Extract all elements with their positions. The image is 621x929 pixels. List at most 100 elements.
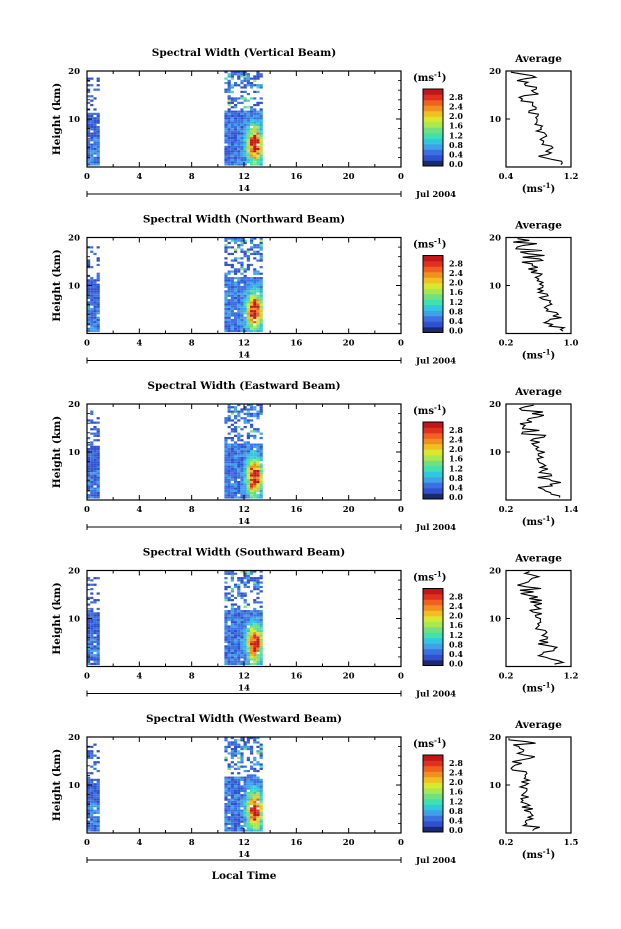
y-axis-label: Height (km): [51, 249, 63, 321]
avg-x-axis-label: (ms-1): [522, 681, 555, 695]
x-tick-label: 0: [84, 672, 90, 682]
beam-panel-4: Spectral Width (Westward Beam) 0 4 8 12 16 20 0…: [51, 713, 578, 866]
colorbar-label: 0.8: [449, 473, 463, 483]
avg-y-tick-label: 10: [489, 282, 501, 292]
avg-y-tick-label: 20: [489, 67, 501, 77]
y-axis-label: Height (km): [51, 749, 63, 821]
avg-x-tick-label: 0.2: [499, 672, 514, 682]
x-tick-label: 20: [343, 505, 355, 515]
date-label: Jul 2004: [415, 856, 456, 866]
colorbar-label: 2.0: [449, 111, 463, 121]
date-label: Jul 2004: [415, 690, 456, 700]
x-tick-label: 0: [84, 838, 90, 848]
colorbar-label: 2.8: [449, 259, 463, 269]
colorbar: 2.82.42.01.61.20.80.40.0: [422, 754, 463, 835]
x-tick-label: 0: [398, 339, 404, 349]
colorbar-label: 1.2: [449, 630, 463, 640]
colorbar-label: 0.0: [449, 492, 463, 502]
colorbar-label: 1.6: [449, 787, 463, 797]
x-tick-label: 0: [398, 672, 404, 682]
x-axis-label: Local Time: [212, 870, 277, 882]
avg-profile-line: [517, 571, 566, 665]
average-profile: Average 20 10 0.2 1.2 (ms-1): [489, 553, 578, 695]
colorbar-label: 1.2: [449, 130, 463, 140]
avg-x-axis-label: (ms-1): [522, 514, 555, 528]
avg-x-tick-label: 0.2: [499, 339, 514, 349]
avg-x-tick-label: 1.2: [564, 172, 579, 182]
y-tick-label: 10: [68, 282, 80, 292]
avg-x-tick-label: 1.2: [564, 672, 579, 682]
x-tick-label: 20: [343, 172, 355, 182]
colorbar: 2.82.42.01.61.20.80.40.0: [422, 421, 463, 502]
heatmap-cells: [87, 403, 263, 499]
colorbar-label: 2.0: [449, 777, 463, 787]
avg-title: Average: [514, 220, 562, 232]
avg-profile-line: [513, 238, 567, 332]
average-profile: Average 20 10 0.4 1.2 (ms-1): [489, 53, 578, 195]
y-tick-label: 10: [68, 615, 80, 625]
x-tick-label: 16: [290, 505, 302, 515]
x-tick-label: 0: [398, 172, 404, 182]
x-tick-label: 16: [290, 172, 302, 182]
avg-y-tick-label: 20: [489, 733, 501, 743]
avg-title: Average: [514, 53, 562, 65]
x-tick-label: 8: [189, 505, 195, 515]
colorbar-label: 1.2: [449, 463, 463, 473]
colorbar-label: 1.6: [449, 287, 463, 297]
y-tick-label: 20: [68, 234, 80, 244]
x-tick-label: 4: [136, 505, 142, 515]
avg-y-tick-label: 10: [489, 448, 501, 458]
y-tick-label: 20: [68, 400, 80, 410]
colorbar-label: 2.4: [449, 601, 463, 611]
x-tick-label: 0: [398, 505, 404, 515]
avg-x-axis-label: (ms-1): [522, 847, 555, 861]
colorbar-label: 0.4: [449, 815, 463, 825]
colorbar-label: 2.4: [449, 102, 463, 112]
heatmap-cells: [87, 736, 263, 832]
avg-x-tick-label: 0.2: [499, 505, 514, 515]
heatmap-cells: [87, 570, 263, 666]
day-label: 14: [238, 184, 250, 194]
x-tick-label: 16: [290, 339, 302, 349]
average-profile: Average 20 10 0.2 1.5 (ms-1): [489, 719, 578, 861]
colorbar-label: 2.8: [449, 592, 463, 602]
colorbar-label: 0.4: [449, 482, 463, 492]
colorbar-label: 2.8: [449, 92, 463, 102]
x-tick-label: 12: [238, 838, 250, 848]
avg-y-tick-label: 20: [489, 400, 501, 410]
colorbar-label: 0.0: [449, 159, 463, 169]
colorbar-label: 1.2: [449, 297, 463, 307]
avg-y-tick-label: 20: [489, 567, 501, 577]
x-tick-label: 16: [290, 672, 302, 682]
panel-title: Spectral Width (Westward Beam): [146, 713, 342, 725]
colorbar: 2.82.42.01.61.20.80.40.0: [422, 588, 463, 669]
day-label: 14: [238, 351, 250, 361]
colorbar-unit: (ms-1): [413, 736, 446, 750]
colorbar-label: 0.0: [449, 326, 463, 336]
avg-profile-line: [510, 71, 563, 165]
x-tick-label: 12: [238, 672, 250, 682]
colorbar-unit: (ms-1): [413, 403, 446, 417]
date-label: Jul 2004: [415, 190, 456, 200]
colorbar: 2.82.42.01.61.20.80.40.0: [422, 255, 463, 336]
average-profile: Average 20 10 0.2 1.4 (ms-1): [489, 386, 578, 528]
colorbar-label: 0.8: [449, 806, 463, 816]
avg-y-tick-label: 10: [489, 781, 501, 791]
heatmap-cells: [87, 70, 263, 166]
avg-profile-line: [518, 404, 562, 498]
y-tick-label: 20: [68, 67, 80, 77]
date-label: Jul 2004: [415, 357, 456, 367]
colorbar-label: 1.2: [449, 796, 463, 806]
colorbar-label: 2.4: [449, 268, 463, 278]
y-tick-label: 10: [68, 448, 80, 458]
day-label: 14: [238, 517, 250, 527]
colorbar-label: 1.6: [449, 454, 463, 464]
x-tick-label: 20: [343, 838, 355, 848]
x-tick-label: 12: [238, 505, 250, 515]
x-tick-label: 4: [136, 172, 142, 182]
avg-y-tick-label: 20: [489, 234, 501, 244]
x-tick-label: 8: [189, 672, 195, 682]
avg-x-axis-label: (ms-1): [522, 348, 555, 362]
colorbar-label: 0.8: [449, 140, 463, 150]
